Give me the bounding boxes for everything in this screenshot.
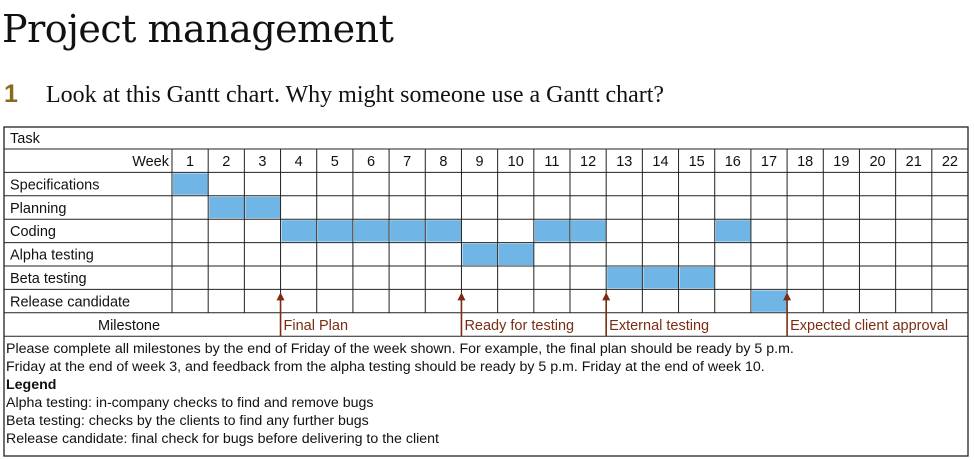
task-bar-cell [245,196,281,219]
week-number: 21 [906,154,922,170]
week-number: 6 [367,154,375,170]
legend-item: Alpha testing: in-company checks to find… [6,395,374,411]
milestone-label: External testing [609,318,709,334]
milestone-row-label: Milestone [98,318,160,334]
week-number: 3 [258,154,266,170]
task-name: Beta testing [10,271,87,287]
question-text: Look at this Gantt chart. Why might some… [46,82,665,108]
task-bar-cell [173,173,208,195]
task-bar-cell [498,243,534,265]
task-bar-cell [607,267,642,289]
task-name: Specifications [10,177,99,193]
week-number: 17 [761,154,777,170]
milestone-arrow-head [602,292,611,301]
week-number: 16 [725,154,741,170]
legend-item: Beta testing: checks by the clients to f… [6,413,369,429]
week-number: 10 [508,154,524,170]
week-number: 7 [403,154,411,170]
task-bar-cell [462,243,498,265]
week-header-label: Week [132,154,170,170]
task-bar-cell [353,220,389,242]
task-name: Coding [10,224,56,240]
week-number: 5 [331,154,339,170]
task-bar-cell [281,220,317,242]
milestone-label: Final Plan [284,318,348,334]
week-number: 19 [833,154,849,170]
week-number: 15 [689,154,705,170]
milestone-arrow-head [276,292,285,301]
task-bar-cell [751,290,787,312]
week-number: 13 [616,154,632,170]
week-number: 12 [580,154,596,170]
page-title: Project management [2,7,394,51]
week-number: 22 [942,154,958,170]
milestone-label: Expected client approval [790,318,948,334]
week-number: 11 [544,154,559,170]
note-line-2: Friday at the end of week 3, and feedbac… [6,359,765,375]
week-number: 1 [186,154,194,170]
milestone-arrow-head [457,292,466,301]
question-number: 1 [4,80,18,108]
week-number: 14 [652,154,668,170]
task-bar-cell [571,220,606,242]
week-number: 18 [797,154,813,170]
week-number: 9 [476,154,484,170]
week-number: 20 [869,154,885,170]
task-name: Release candidate [10,294,130,310]
note-line-1: Please complete all milestones by the en… [6,341,794,357]
task-bar-cell [679,267,715,289]
task-name: Planning [10,201,66,217]
task-bar-cell [209,196,244,219]
task-bar-cell [390,220,425,242]
legend-title: Legend [6,377,57,393]
task-bar-cell [715,220,751,242]
notes-box: Please complete all milestones by the en… [6,340,966,448]
week-number: 2 [222,154,230,170]
task-bar-cell [317,220,353,242]
legend-item: Release candidate: final check for bugs … [6,431,439,447]
task-bar-cell [426,220,461,242]
task-bar-cell [534,220,570,242]
task-bar-cell [643,267,679,289]
week-number: 4 [295,154,303,170]
milestone-arrow-head [783,292,792,301]
milestone-label: Ready for testing [464,318,574,334]
week-number: 8 [439,154,447,170]
task-header-label: Task [10,131,41,147]
task-name: Alpha testing [10,248,94,264]
